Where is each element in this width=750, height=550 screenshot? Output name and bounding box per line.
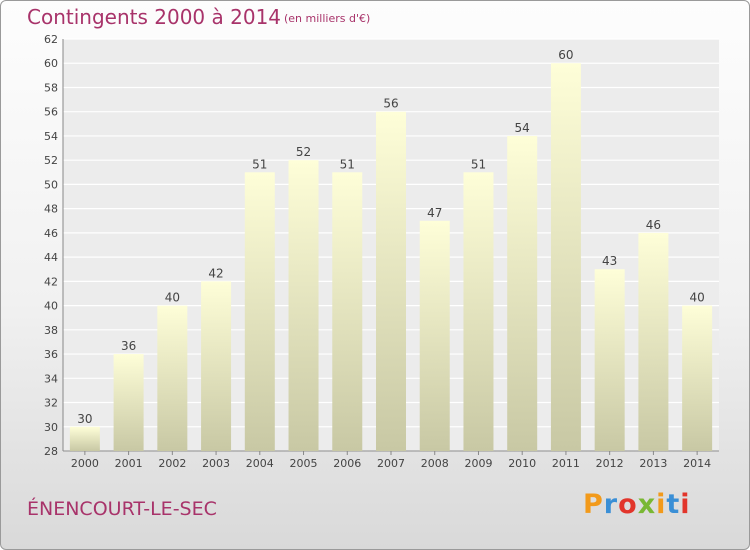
- x-tick-label: 2010: [508, 457, 536, 470]
- y-tick-label: 42: [44, 275, 58, 288]
- x-tick-label: 2000: [71, 457, 99, 470]
- data-label: 47: [427, 206, 442, 220]
- y-tick-label: 28: [44, 445, 58, 458]
- data-label: 51: [471, 157, 486, 171]
- logo-letter: r: [603, 489, 619, 520]
- proxiti-logo: Proxiti: [583, 489, 691, 520]
- y-tick-label: 60: [44, 57, 58, 70]
- data-label: 54: [515, 121, 530, 135]
- bar: [594, 269, 625, 451]
- x-tick-label: 2004: [246, 457, 274, 470]
- x-tick-label: 2014: [683, 457, 711, 470]
- data-label: 42: [208, 266, 223, 280]
- x-tick-label: 2013: [639, 457, 667, 470]
- y-tick-label: 30: [44, 421, 58, 434]
- logo-letter: i: [656, 489, 667, 520]
- commune-name: ÉNENCOURT-LE-SEC: [27, 498, 217, 520]
- y-tick-label: 36: [44, 348, 58, 361]
- bar: [244, 172, 275, 451]
- data-label: 40: [689, 291, 704, 305]
- logo-letter: P: [583, 489, 604, 520]
- data-label: 60: [558, 48, 573, 62]
- data-label: 52: [296, 145, 311, 159]
- y-tick-label: 48: [44, 203, 58, 216]
- bar: [419, 220, 450, 451]
- y-tick-label: 56: [44, 106, 58, 119]
- x-tick-label: 2005: [290, 457, 318, 470]
- x-tick-label: 2002: [158, 457, 186, 470]
- y-tick-label: 32: [44, 397, 58, 410]
- bar: [638, 232, 669, 451]
- logo-letter: o: [618, 489, 638, 520]
- data-label: 56: [383, 97, 398, 111]
- bar: [550, 63, 581, 452]
- bar: [463, 172, 494, 451]
- x-tick-label: 2001: [115, 457, 143, 470]
- bar: [507, 135, 538, 452]
- logo-letter: t: [666, 489, 681, 520]
- bar: [201, 281, 232, 451]
- data-label: 51: [340, 157, 355, 171]
- data-label: 43: [602, 254, 617, 268]
- bar: [288, 160, 319, 452]
- y-tick-label: 38: [44, 324, 58, 337]
- data-label: 30: [77, 412, 92, 426]
- logo-letter: x: [637, 489, 657, 520]
- bar: [69, 426, 100, 451]
- y-tick-label: 54: [44, 130, 58, 143]
- y-tick-label: 46: [44, 227, 58, 240]
- x-tick-label: 2006: [333, 457, 361, 470]
- bar: [113, 354, 144, 451]
- y-tick-label: 40: [44, 300, 58, 313]
- data-label: 36: [121, 339, 136, 353]
- x-tick-label: 2003: [202, 457, 230, 470]
- logo-letter: i: [680, 489, 691, 520]
- bar: [376, 111, 406, 452]
- y-tick-label: 62: [44, 33, 58, 46]
- y-tick-label: 50: [44, 178, 58, 191]
- y-tick-label: 58: [44, 81, 58, 94]
- y-tick-label: 44: [44, 251, 58, 264]
- bar: [157, 305, 188, 451]
- y-tick-label: 52: [44, 154, 58, 167]
- x-tick-label: 2012: [596, 457, 624, 470]
- x-tick-label: 2008: [421, 457, 449, 470]
- x-tick-label: 2009: [464, 457, 492, 470]
- data-label: 46: [646, 218, 661, 232]
- x-tick-label: 2007: [377, 457, 405, 470]
- bar: [682, 305, 713, 451]
- data-label: 51: [252, 157, 267, 171]
- bar: [332, 172, 363, 451]
- data-label: 40: [165, 291, 180, 305]
- y-tick-label: 34: [44, 372, 58, 385]
- chart-unit: (en milliers d'€): [284, 12, 371, 25]
- chart-title: Contingents 2000 à 2014: [27, 5, 282, 29]
- x-tick-label: 2011: [552, 457, 580, 470]
